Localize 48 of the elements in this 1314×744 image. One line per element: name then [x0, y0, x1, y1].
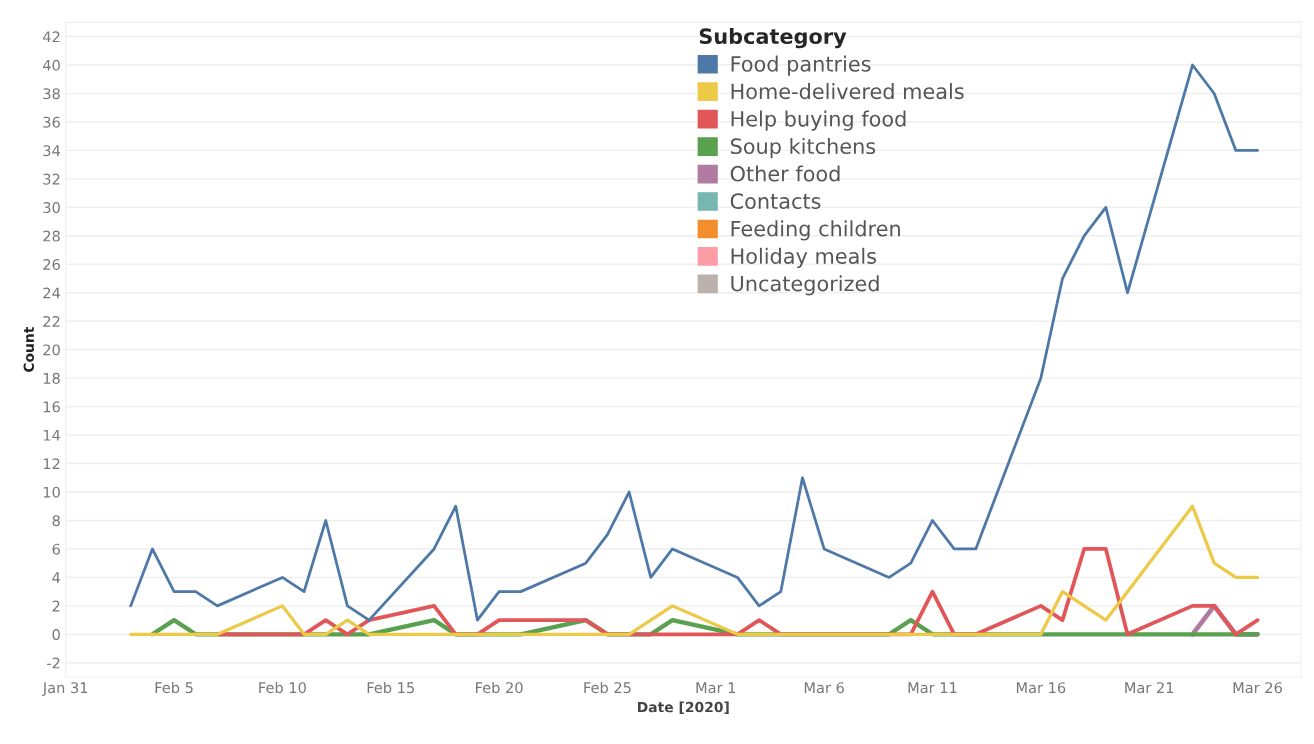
- legend-label: Food pantries: [731, 55, 871, 76]
- y-tick-label: 36: [43, 116, 60, 128]
- y-tick-label: 6: [52, 543, 60, 555]
- x-tick-label: Mar 21: [1125, 682, 1174, 694]
- legend-label: Home-delivered meals: [731, 83, 964, 100]
- y-tick-label: 16: [43, 401, 60, 413]
- y-tick-label: 0: [52, 629, 60, 641]
- legend-label: Contacts: [730, 193, 821, 210]
- y-tick-label: 10: [43, 486, 60, 498]
- x-tick-label: Jan 31: [42, 682, 88, 696]
- y-tick-label: -2: [47, 657, 60, 669]
- legend-title: Subcategory: [699, 27, 847, 49]
- y-tick-label: 34: [43, 145, 61, 157]
- legend-label: Other food: [730, 165, 840, 182]
- y-tick-label: 20: [43, 344, 60, 356]
- y-tick-label: 24: [43, 287, 61, 299]
- y-tick-label: 42: [42, 31, 60, 43]
- x-tick-label: Mar 1: [696, 682, 736, 694]
- x-tick-label: Feb 10: [259, 681, 306, 694]
- y-tick-label: 28: [43, 230, 60, 242]
- y-axis-title: Count: [23, 326, 35, 373]
- x-tick-label: Mar 26: [1233, 682, 1282, 694]
- x-tick-label: Mar 16: [1016, 682, 1066, 694]
- line-series: [129, 504, 1260, 636]
- x-tick-label: Feb 5: [155, 681, 193, 694]
- y-tick-label: 32: [43, 173, 60, 185]
- legend-label: Soup kitchens: [730, 137, 876, 159]
- x-tick-label: Mar 11: [908, 682, 957, 694]
- legend-label: Help buying food: [731, 110, 906, 131]
- x-tick-label: Feb 15: [367, 681, 414, 694]
- legend-label: Holiday meals: [731, 247, 877, 268]
- y-tick-label: 30: [43, 202, 60, 214]
- x-tick-label: Feb 25: [584, 681, 631, 694]
- y-tick-label: 26: [43, 259, 60, 271]
- y-tick-label: 40: [42, 59, 60, 71]
- legend-label: Feeding children: [731, 220, 900, 241]
- y-tick-label: 8: [52, 515, 60, 527]
- y-tick-label: 4: [52, 572, 61, 583]
- y-tick-label: 14: [43, 429, 61, 441]
- legend-label: Uncategorized: [731, 275, 879, 296]
- y-tick-label: 18: [43, 372, 60, 384]
- y-tick-label: 38: [43, 88, 60, 100]
- y-tick-label: 22: [43, 315, 60, 327]
- x-tick-label: Mar 6: [804, 682, 844, 694]
- y-tick-label: 2: [52, 600, 60, 612]
- y-tick-label: 12: [43, 458, 60, 470]
- x-axis-title: Date [2020]: [637, 701, 729, 714]
- x-tick-label: Feb 20: [476, 681, 523, 694]
